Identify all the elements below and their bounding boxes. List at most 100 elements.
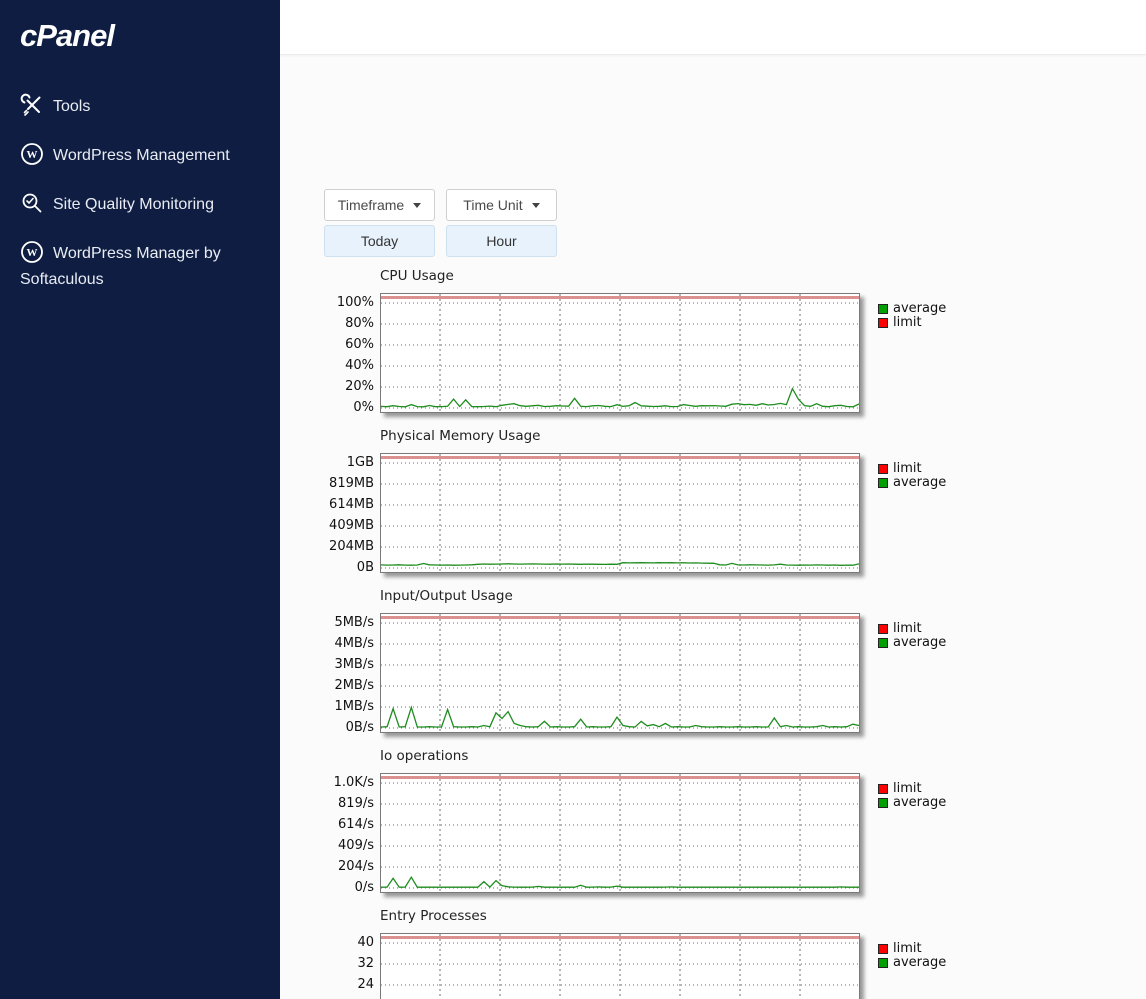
legend-label: limit bbox=[893, 781, 922, 796]
chart-legend: limit average bbox=[878, 782, 946, 810]
usage-charts: CPU Usage 100% 80% 60% 40% 20% 0% average limit P… bbox=[329, 265, 1030, 999]
timeframe-selected-button[interactable]: Today bbox=[324, 225, 435, 257]
sidebar: cPanel Tools W WordPress Management bbox=[0, 0, 280, 999]
legend-label: average bbox=[893, 795, 947, 810]
y-axis-tick: 20% bbox=[345, 379, 374, 394]
sidebar-item-wordpress-management[interactable]: W WordPress Management bbox=[0, 131, 280, 180]
legend-swatch bbox=[878, 623, 888, 634]
legend-item-average: average bbox=[878, 956, 946, 969]
sidebar-nav: Tools W WordPress Management Site Qualit… bbox=[0, 82, 280, 304]
chart-controls: Timeframe Time Unit Today Hour bbox=[324, 189, 557, 257]
y-axis-tick: 4MB/s bbox=[334, 636, 374, 651]
time-unit-dropdown[interactable]: Time Unit bbox=[446, 189, 557, 221]
y-axis-tick: 40 bbox=[357, 935, 374, 950]
legend-item-average: average bbox=[878, 302, 946, 315]
y-axis-tick: 409/s bbox=[338, 838, 374, 853]
chart-title: Io operations bbox=[380, 748, 469, 764]
y-axis-tick: 0/s bbox=[354, 880, 374, 895]
y-axis-tick: 60% bbox=[345, 337, 374, 352]
legend-item-limit: limit bbox=[878, 782, 946, 795]
y-axis-tick: 0B bbox=[356, 560, 374, 575]
legend-label: average bbox=[893, 301, 947, 316]
svg-text:W: W bbox=[27, 247, 38, 259]
tools-icon bbox=[20, 93, 44, 117]
sidebar-item-label: WordPress Management bbox=[53, 147, 230, 164]
sidebar-item-wordpress-manager-softaculous[interactable]: W WordPress Manager by Softaculous bbox=[0, 229, 280, 304]
y-axis-tick: 614/s bbox=[338, 817, 374, 832]
chart-plot bbox=[380, 773, 860, 893]
legend-item-average: average bbox=[878, 636, 946, 649]
y-axis-tick: 819MB bbox=[329, 476, 374, 491]
legend-label: average bbox=[893, 635, 947, 650]
chart-legend: limit average bbox=[878, 942, 946, 970]
legend-swatch bbox=[878, 317, 888, 328]
legend-swatch bbox=[878, 303, 888, 314]
chart-title: Entry Processes bbox=[380, 908, 487, 924]
legend-swatch bbox=[878, 797, 888, 808]
y-axis-tick: 24 bbox=[357, 977, 374, 992]
site-quality-monitoring-icon bbox=[20, 191, 44, 215]
legend-label: limit bbox=[893, 315, 922, 330]
legend-swatch bbox=[878, 943, 888, 954]
wordpress-icon: W bbox=[20, 142, 44, 166]
sidebar-item-label: Site Quality Monitoring bbox=[53, 196, 214, 213]
chart-cpu-usage: CPU Usage 100% 80% 60% 40% 20% 0% average limit bbox=[330, 265, 1030, 425]
legend-item-limit: limit bbox=[878, 462, 946, 475]
cpanel-logo[interactable]: cPanel bbox=[20, 18, 115, 53]
legend-label: limit bbox=[893, 941, 922, 956]
chart-input-output-usage: Input/Output Usage 5MB/s 4MB/s 3MB/s 2MB/s 1M… bbox=[330, 585, 1030, 745]
legend-item-average: average bbox=[878, 796, 946, 809]
legend-item-limit: limit bbox=[878, 316, 946, 329]
y-axis-tick: 40% bbox=[345, 358, 374, 373]
legend-swatch bbox=[878, 957, 888, 968]
legend-swatch bbox=[878, 477, 888, 488]
y-axis: 100% 80% 60% 40% 20% 0% bbox=[330, 293, 376, 415]
chart-plot bbox=[380, 933, 860, 999]
chart-legend: average limit bbox=[878, 302, 946, 330]
y-axis: 1GB 819MB 614MB 409MB 204MB 0B bbox=[329, 453, 376, 575]
top-bar bbox=[280, 0, 1146, 55]
sidebar-item-tools[interactable]: Tools bbox=[0, 82, 280, 131]
chart-title: Physical Memory Usage bbox=[380, 428, 541, 444]
timeframe-dropdown-label: Timeframe bbox=[337, 197, 405, 213]
y-axis-tick: 100% bbox=[336, 295, 374, 310]
y-axis-tick: 32 bbox=[357, 956, 374, 971]
main-content: Timeframe Time Unit Today Hour CPU Usage… bbox=[280, 0, 1146, 999]
legend-swatch bbox=[878, 637, 888, 648]
chart-plot bbox=[380, 453, 860, 573]
y-axis-tick: 204MB bbox=[329, 539, 374, 554]
y-axis-tick: 0B/s bbox=[345, 720, 374, 735]
sidebar-item-label: Tools bbox=[53, 98, 91, 115]
chevron-down-icon bbox=[531, 203, 540, 208]
chart-plot bbox=[380, 293, 860, 413]
y-axis-tick: 819/s bbox=[338, 796, 374, 811]
legend-label: average bbox=[893, 955, 947, 970]
svg-text:W: W bbox=[27, 149, 38, 161]
legend-item-limit: limit bbox=[878, 942, 946, 955]
chart-plot bbox=[380, 613, 860, 733]
legend-label: average bbox=[893, 475, 947, 490]
sidebar-item-site-quality-monitoring[interactable]: Site Quality Monitoring bbox=[0, 180, 280, 229]
timeframe-dropdown[interactable]: Timeframe bbox=[324, 189, 435, 221]
dropdown-row: Timeframe Time Unit bbox=[324, 189, 557, 221]
y-axis: 5MB/s 4MB/s 3MB/s 2MB/s 1MB/s 0B/s bbox=[330, 613, 376, 735]
y-axis: 1.0K/s 819/s 614/s 409/s 204/s 0/s bbox=[330, 773, 376, 895]
legend-item-limit: limit bbox=[878, 622, 946, 635]
y-axis-tick: 614MB bbox=[329, 497, 374, 512]
y-axis-tick: 2MB/s bbox=[334, 678, 374, 693]
time-unit-selected-button[interactable]: Hour bbox=[446, 225, 557, 257]
y-axis-tick: 1MB/s bbox=[334, 699, 374, 714]
legend-swatch bbox=[878, 783, 888, 794]
chart-entry-processes: Entry Processes4032241680limitaverage bbox=[330, 905, 1030, 999]
chevron-down-icon bbox=[413, 203, 422, 208]
chart-legend: limit average bbox=[878, 622, 946, 650]
wordpress-icon: W bbox=[20, 240, 44, 264]
chart-legend: limit average bbox=[878, 462, 946, 490]
chart-io-operations: Io operations 1.0K/s 819/s 614/s 409/s 204/s 0… bbox=[330, 745, 1030, 905]
legend-item-average: average bbox=[878, 476, 946, 489]
time-unit-dropdown-label: Time Unit bbox=[463, 197, 523, 213]
y-axis: 4032241680 bbox=[330, 933, 376, 999]
y-axis-tick: 0% bbox=[353, 400, 374, 415]
legend-swatch bbox=[878, 463, 888, 474]
